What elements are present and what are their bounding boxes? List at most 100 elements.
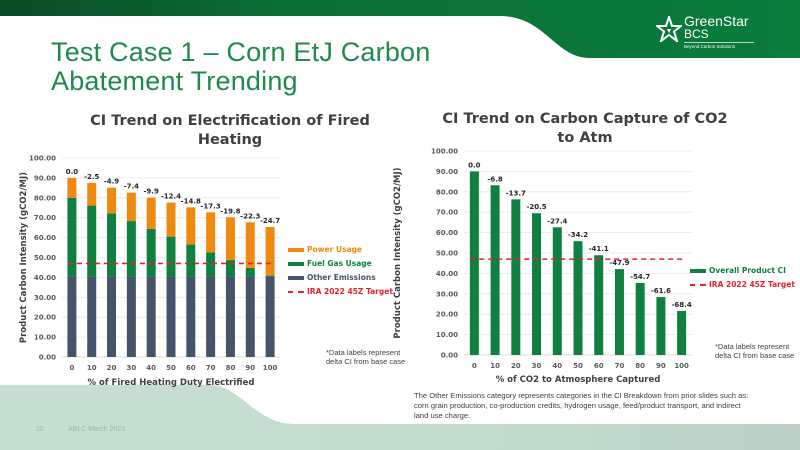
- legend-dash: [288, 291, 304, 293]
- chart1-bar-power-usage: [225, 217, 235, 261]
- chart2-data-label: -20.5: [526, 203, 546, 211]
- chart1-xtick-label: 60: [186, 364, 196, 372]
- chart2-data-label: 0.0: [468, 161, 481, 169]
- chart1-bar-fuel-gas-usage: [146, 228, 156, 277]
- chart1-bar-power-usage: [67, 177, 77, 198]
- chart2-xtick-label: 100: [674, 362, 689, 370]
- chart1-bar-power-usage: [126, 192, 136, 222]
- legend-swatch: [690, 269, 706, 273]
- chart2-data-label: -6.8: [487, 175, 502, 183]
- page-number: 20: [36, 426, 44, 433]
- chart1-xtick-label: 70: [206, 364, 216, 372]
- legend-label: Overall Product CI: [709, 266, 786, 275]
- chart2-xtick-label: 20: [511, 362, 521, 370]
- chart1-bar-other-emissions: [186, 276, 196, 357]
- chart2-title: CI Trend on Carbon Capture of CO2 to Atm: [430, 110, 740, 148]
- chart1-bar-fuel-gas-usage: [126, 221, 136, 277]
- chart1-bar-power-usage: [186, 207, 196, 245]
- header-band: [0, 0, 800, 58]
- chart1-legend: Power Usage Fuel Gas Usage Other Emissio…: [288, 243, 393, 299]
- chart1-bar-power-usage: [265, 227, 275, 276]
- chart1-bar-other-emissions: [245, 276, 255, 357]
- chart1-bar-fuel-gas-usage: [265, 275, 275, 277]
- chart2-xtick-label: 80: [635, 362, 645, 370]
- legend-label: IRA 2022 45Z Target: [307, 287, 393, 296]
- chart2-ytick-label: 100.00: [431, 148, 458, 156]
- chart1-bar-fuel-gas-usage: [225, 260, 235, 277]
- footer-text: ABLC March 2023: [68, 426, 126, 433]
- chart2-ytick-label: 30.00: [436, 290, 458, 298]
- chart2-xtick-label: 90: [656, 362, 666, 370]
- chart2-data-label: -13.7: [506, 189, 526, 197]
- chart1-ytick-label: 80.00: [34, 194, 56, 202]
- chart1-ytick-label: 70.00: [34, 214, 56, 222]
- chart1-data-label: 0.0: [66, 168, 79, 176]
- chart2-ytick-label: 40.00: [436, 270, 458, 278]
- chart1-ytick-label: 40.00: [34, 274, 56, 282]
- chart1-data-label: -17.3: [201, 202, 221, 210]
- chart1-data-label: -2.5: [84, 173, 99, 181]
- chart1-bar-other-emissions: [126, 276, 136, 357]
- chart1-bar-other-emissions: [107, 276, 117, 357]
- chart1-data-label: -9.9: [144, 188, 159, 196]
- chart1-bar-fuel-gas-usage: [186, 244, 196, 277]
- chart2-xtick-label: 40: [552, 362, 562, 370]
- chart1-data-label: -14.8: [181, 197, 201, 205]
- chart2-footnote: *Data labels represent delta CI from bas…: [715, 342, 795, 360]
- chart2-xtick-label: 0: [472, 362, 477, 370]
- logo-name: GreenStar: [684, 13, 749, 29]
- chart2-data-label: -27.4: [547, 217, 567, 225]
- chart2-data-label: -47.9: [609, 259, 629, 267]
- chart2-ytick-label: 20.00: [436, 311, 458, 319]
- legend-label: Fuel Gas Usage: [307, 259, 372, 268]
- chart2-data-label: -54.7: [630, 273, 650, 281]
- chart1-title-line2: Heating: [197, 132, 263, 148]
- chart1-bar-power-usage: [107, 187, 117, 214]
- chart2-ytick-label: 90.00: [436, 168, 458, 176]
- chart1-ytick-label: 10.00: [34, 334, 56, 342]
- chart2-bar-overall-product-ci: [490, 185, 500, 355]
- legend-swatch: [288, 276, 304, 280]
- chart1-bar-fuel-gas-usage: [87, 205, 97, 277]
- chart1-data-label: -12.4: [161, 193, 181, 201]
- company-logo: GreenStar BCS Beyond Carbon Solutions: [656, 14, 766, 54]
- chart1-bar-power-usage: [245, 222, 255, 268]
- chart1-bar-fuel-gas-usage: [166, 236, 176, 277]
- slide-title-line1: Test Case 1 – Corn EtJ Carbon: [51, 37, 431, 67]
- legend-swatch: [288, 262, 304, 266]
- legend-dash: [690, 284, 706, 286]
- chart1-xtick-label: 80: [226, 364, 236, 372]
- chart1-bar-other-emissions: [265, 276, 275, 357]
- chart1-ytick-label: 30.00: [34, 294, 56, 302]
- legend-item-target: IRA 2022 45Z Target: [288, 285, 393, 299]
- chart1-bar-other-emissions: [87, 276, 97, 357]
- legend-item-fuel-gas-usage: Fuel Gas Usage: [288, 257, 393, 271]
- chart2-xtick-label: 30: [532, 362, 542, 370]
- chart2-xlabel: % of CO2 to Atmosphere Captured: [496, 375, 661, 385]
- chart2-data-label: -68.4: [672, 301, 692, 309]
- chart2-ylabel: Product Carbon Intensity (gCO2/MJ): [393, 167, 403, 338]
- chart1-title: CI Trend on Electrification of Fired Hea…: [60, 112, 400, 150]
- chart2-bar-overall-product-ci: [614, 269, 624, 355]
- chart1-bar-other-emissions: [225, 276, 235, 357]
- chart2-bar-overall-product-ci: [677, 310, 687, 355]
- chart2-xtick-label: 60: [594, 362, 604, 370]
- chart2-bar-overall-product-ci: [573, 241, 583, 355]
- chart2-ytick-label: 80.00: [436, 188, 458, 196]
- chart1-bar-power-usage: [146, 197, 156, 229]
- chart1-bar-power-usage: [206, 212, 216, 253]
- chart2-xtick-label: 10: [490, 362, 500, 370]
- chart1-data-label: -19.8: [220, 207, 240, 215]
- chart1-xtick-label: 40: [146, 364, 156, 372]
- legend-swatch: [288, 248, 304, 252]
- chart1-ytick-label: 90.00: [34, 174, 56, 182]
- chart1-ytick-label: 0.00: [39, 354, 56, 362]
- legend-item-overall-product-ci: Overall Product CI: [690, 264, 795, 278]
- legend-item-target: IRA 2022 45Z Target: [690, 278, 795, 292]
- footer-band: [0, 385, 800, 450]
- chart1-bar-fuel-gas-usage: [67, 197, 77, 277]
- chart1-ytick-label: 50.00: [34, 254, 56, 262]
- chart1-bar-other-emissions: [67, 276, 77, 357]
- slide-title: Test Case 1 – Corn EtJ Carbon Abatement …: [51, 38, 430, 96]
